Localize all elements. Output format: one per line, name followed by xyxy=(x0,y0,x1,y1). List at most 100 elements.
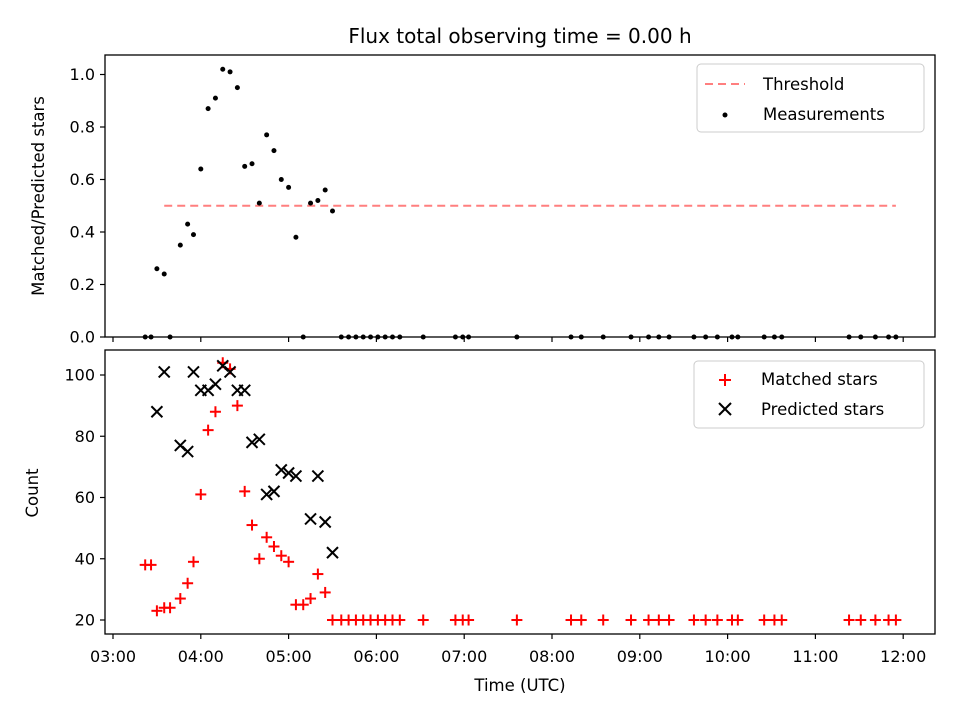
predicted-star-point xyxy=(275,463,288,477)
measurement-point xyxy=(242,163,248,169)
measurement-point xyxy=(315,198,321,203)
matched-star-point xyxy=(575,614,587,626)
predicted-star-point xyxy=(267,485,281,498)
bottom-legend-box xyxy=(693,360,925,429)
matched-star-point xyxy=(565,614,577,626)
measurement-point xyxy=(322,187,328,193)
predicted-star-point xyxy=(289,469,303,483)
top-y-tick-label: 0.6 xyxy=(70,170,95,189)
matched-star-point xyxy=(246,519,258,531)
matched-star-point xyxy=(417,614,429,626)
top-y-axis-label: Matched/Predicted stars xyxy=(29,96,48,296)
measurement-point xyxy=(198,166,204,172)
legend-predicted-swatch xyxy=(718,402,732,416)
measurement-point xyxy=(161,271,167,277)
bottom-y-tick-label: 20 xyxy=(75,611,95,630)
matched-star-point xyxy=(187,556,199,568)
matched-star-point xyxy=(297,599,309,611)
x-tick-label: 05:00 xyxy=(266,647,312,666)
matched-star-point xyxy=(209,406,221,418)
matched-star-point xyxy=(890,614,902,626)
bottom-y-axis-label: Count xyxy=(23,468,42,518)
x-tick-label: 03:00 xyxy=(90,647,136,666)
measurement-point xyxy=(205,106,211,112)
top-y-tick-label: 0.4 xyxy=(70,223,95,242)
predicted-star-point xyxy=(282,466,295,480)
matched-star-point xyxy=(195,488,207,500)
measurement-point xyxy=(234,85,240,91)
x-tick-label: 10:00 xyxy=(705,647,751,666)
bottom-y-tick-label: 40 xyxy=(75,549,95,568)
matched-star-point xyxy=(182,577,194,589)
measurement-point xyxy=(190,232,196,238)
matched-star-point xyxy=(319,586,331,598)
bottom-legend: Matched stars Predicted stars xyxy=(693,360,925,429)
matched-star-point xyxy=(643,614,655,626)
top-y-tick-label: 0.8 xyxy=(70,118,95,137)
measurement-point xyxy=(249,161,255,167)
matched-star-point xyxy=(776,614,788,626)
x-tick-label: 08:00 xyxy=(529,647,575,666)
bottom-y-tick-label: 80 xyxy=(75,427,95,446)
measurement-point xyxy=(256,200,262,206)
matched-star-point xyxy=(164,602,176,614)
predicted-star-point xyxy=(245,436,259,449)
matched-star-point xyxy=(275,550,287,562)
predicted-star-point xyxy=(181,445,194,458)
matched-star-point xyxy=(758,614,770,626)
matched-star-point xyxy=(261,531,273,543)
predicted-star-point xyxy=(209,377,222,391)
measurement-point xyxy=(271,148,277,154)
x-tick-label: 09:00 xyxy=(617,647,663,666)
matched-star-point xyxy=(312,568,324,580)
matched-star-point xyxy=(283,556,295,568)
predicted-star-point xyxy=(318,515,332,529)
x-tick-label: 04:00 xyxy=(178,647,224,666)
matched-star-point xyxy=(305,593,317,605)
predicted-star-point xyxy=(304,512,317,526)
measurement-point xyxy=(154,266,160,272)
chart-title: Flux total observing time = 0.00 h xyxy=(348,24,691,48)
top-plot-frame xyxy=(104,54,936,338)
top-y-tick-label: 0.2 xyxy=(70,275,95,294)
bottom-y-tick-label: 100 xyxy=(64,366,95,385)
predicted-star-point xyxy=(253,433,266,446)
legend-measurements-swatch xyxy=(722,112,728,118)
top-y-tick-label: 0.0 xyxy=(70,328,95,347)
predicted-star-point xyxy=(238,384,251,397)
measurement-point xyxy=(177,242,183,248)
matched-star-point xyxy=(145,559,157,571)
matched-star-point xyxy=(151,605,163,617)
matched-star-point xyxy=(463,614,475,626)
measurement-point xyxy=(330,208,335,214)
matched-star-point xyxy=(597,614,609,626)
matched-star-point xyxy=(202,424,214,436)
matched-star-point xyxy=(663,614,675,626)
bottom-plot-frame xyxy=(104,349,936,635)
predicted-star-point xyxy=(223,365,237,379)
x-tick-label: 06:00 xyxy=(353,647,399,666)
measurement-point xyxy=(264,132,270,138)
matched-star-point xyxy=(700,614,712,626)
predicted-star-point xyxy=(187,365,200,379)
matched-star-point xyxy=(239,485,251,497)
matched-star-point xyxy=(732,614,744,626)
matched-star-point xyxy=(869,614,881,626)
x-axis-label: Time (UTC) xyxy=(473,676,565,695)
predicted-star-point xyxy=(326,546,339,559)
x-tick-label: 07:00 xyxy=(441,647,487,666)
legend-threshold-label: Threshold xyxy=(762,75,844,94)
matched-star-point xyxy=(855,614,867,626)
predicted-star-point xyxy=(311,469,325,483)
legend-measurements-label: Measurements xyxy=(763,105,885,124)
measurement-point xyxy=(278,177,284,182)
predicted-star-point xyxy=(150,405,164,418)
top-y-tick-label: 1.0 xyxy=(70,65,95,84)
matched-star-point xyxy=(268,541,280,552)
measurement-point xyxy=(212,95,218,101)
bottom-y-tick-label: 60 xyxy=(75,488,95,507)
measurement-point xyxy=(227,69,233,75)
matched-star-point xyxy=(511,614,523,626)
legend-matched-label: Matched stars xyxy=(761,370,878,389)
